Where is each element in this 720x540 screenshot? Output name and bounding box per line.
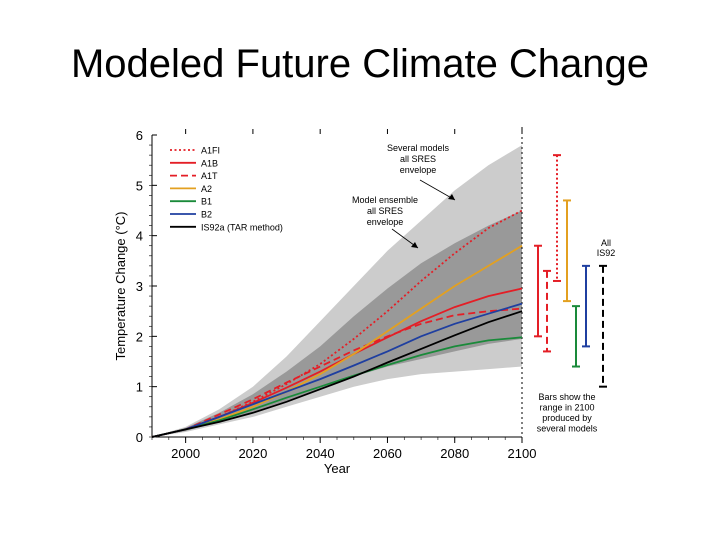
annotation-all-is92: All [601,238,611,248]
legend-label: IS92a (TAR method) [201,222,283,232]
legend-label: A2 [201,184,212,194]
y-tick-label: 5 [136,178,143,193]
x-tick-label: 2080 [440,446,469,461]
annotation-model-ensemble: Model ensemble [352,195,418,205]
series-line-a1t [151,307,523,438]
annotation-several-models: all SRES [400,154,436,164]
annotation-several-models: Several models [387,143,450,153]
legend-label: A1T [201,171,218,181]
annotation-arrow [419,179,456,201]
x-tick-label: 2060 [373,446,402,461]
envelope-model-ensemble [152,210,522,437]
series-line-is92a [151,310,523,438]
legend-label: B1 [201,197,212,207]
annotation-bars-note: Bars show the [538,392,595,402]
envelope-several-models [152,145,522,437]
y-axis-label: Temperature Change (°C) [113,212,128,361]
x-axis-label: Year [324,461,351,476]
annotation-bars-note: produced by [542,413,592,423]
annotation-arrowhead [448,194,455,200]
legend-label: A1FI [201,146,220,156]
y-tick-label: 0 [136,430,143,445]
annotation-arrowhead [411,242,418,248]
x-tick-label: 2020 [238,446,267,461]
series-line-b1 [151,336,523,438]
annotation-several-models: envelope [400,165,437,175]
y-tick-label: 6 [136,128,143,143]
y-tick-label: 1 [136,380,143,395]
x-tick-label: 2000 [171,446,200,461]
slide-title: Modeled Future Climate Change [70,42,650,86]
annotation-all-is92: IS92 [597,248,616,258]
annotation-bars-note: range in 2100 [539,403,594,413]
y-tick-label: 4 [136,229,143,244]
y-tick-label: 2 [136,329,143,344]
legend-label: A1B [201,158,218,168]
series-line-b2 [151,302,523,438]
y-tick-label: 3 [136,279,143,294]
annotation-bars-note: several models [537,424,598,434]
x-tick-label: 2040 [306,446,335,461]
annotation-model-ensemble: envelope [367,217,404,227]
legend-label: B2 [201,210,212,220]
annotation-model-ensemble: all SRES [367,206,403,216]
x-tick-label: 2100 [508,446,537,461]
